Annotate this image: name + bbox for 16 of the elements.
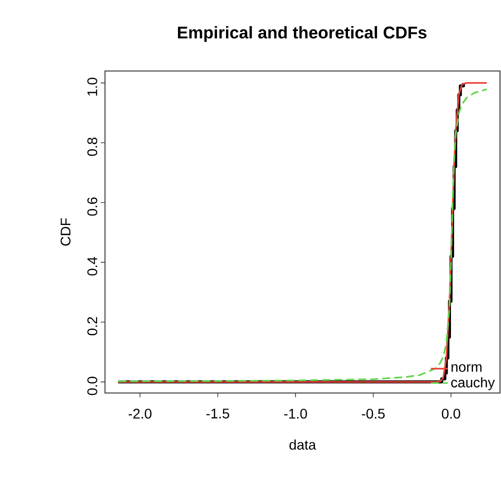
y-tick-label: 0.0 [87,376,98,396]
y-tick-label: 0.6 [87,197,98,216]
y-tick-label: 0.2 [87,317,98,336]
y-tick-label: 1.0 [87,78,98,96]
x-axis-title: data [290,439,316,450]
y-tick-label: 0.8 [87,138,98,156]
x-tick-label: -0.5 [362,408,385,419]
x-tick-label: -2.0 [128,408,152,419]
legend-label: cauchy [451,377,495,390]
x-tick-label: -1.5 [206,408,230,418]
x-tick-label: -1.0 [284,408,307,419]
chart-title: Empirical and theoretical CDFs [178,26,426,42]
legend-label: norm [452,364,482,372]
x-tick-label: 0.0 [442,408,460,419]
y-axis-title: CDF [60,218,71,246]
y-tick-label: 0.4 [87,257,98,276]
